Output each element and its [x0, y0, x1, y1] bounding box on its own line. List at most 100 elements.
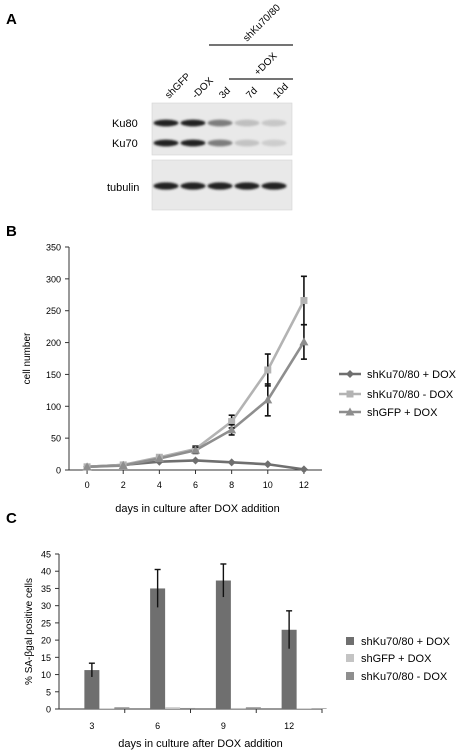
blot-band: [180, 119, 206, 127]
legend-label: shGFP + DOX: [361, 653, 432, 665]
data-point: [346, 370, 354, 378]
data-point: [263, 460, 272, 469]
blot-label-ku70: Ku70: [112, 138, 138, 150]
data-point: [82, 462, 92, 471]
data-point: [227, 458, 236, 467]
blot-band: [180, 139, 206, 147]
blot-band: [153, 182, 179, 190]
y-tick-label: 300: [46, 274, 61, 284]
lane-label: 7d: [244, 85, 260, 101]
dox-label: +DOX: [252, 51, 279, 78]
data-point: [191, 456, 200, 465]
y-tick-label: 150: [46, 370, 61, 380]
x-tick-label: 12: [299, 480, 309, 490]
blot-band: [234, 182, 260, 190]
data-point: [299, 337, 309, 346]
legend-label: shGFP + DOX: [367, 407, 438, 419]
blot-band: [234, 139, 260, 147]
y-tick-label: 45: [41, 550, 51, 560]
series-line: [87, 299, 306, 469]
y-tick-label: 25: [41, 618, 51, 628]
y-tick-label: 0: [56, 466, 61, 476]
x-tick-label: 12: [284, 721, 294, 731]
blot-bands: [153, 119, 287, 190]
panel-c-letter: C: [6, 510, 17, 527]
x-tick-label: 3: [89, 721, 94, 731]
x-tick-label: 0: [85, 480, 90, 490]
y-tick-label: 50: [51, 434, 61, 444]
data-point: [118, 461, 128, 470]
data-point: [300, 297, 308, 305]
bar: [99, 708, 115, 709]
blot-band: [153, 119, 179, 127]
bar: [165, 707, 181, 709]
blot-band: [261, 182, 287, 190]
bar: [245, 707, 261, 709]
bar: [296, 708, 312, 709]
y-tick-label: 10: [41, 670, 51, 680]
bar: [84, 670, 100, 709]
panel-a-letter: A: [6, 11, 17, 28]
bar: [180, 707, 196, 709]
y-tick-label: 100: [46, 402, 61, 412]
blot-band: [207, 139, 233, 147]
blot-band: [153, 139, 179, 147]
bar: [281, 629, 297, 709]
data-point: [228, 418, 236, 426]
x-axis-label: days in culture after DOX addition: [118, 738, 282, 750]
blot-band: [207, 182, 233, 190]
bar: [311, 708, 327, 709]
legend-label: shKu70/80 + DOX: [361, 636, 451, 648]
x-tick-label: 9: [221, 721, 226, 731]
lane-label: shGFP: [163, 71, 193, 101]
legend-label: shKu70/80 + DOX: [367, 369, 457, 381]
bar: [114, 707, 130, 709]
lane-label: -DOX: [190, 75, 216, 101]
lane-labels: shGFP-DOX 3d 7d 10d: [163, 71, 291, 101]
ku-blot: [151, 102, 293, 156]
y-axis-label: % SA-βgal positive cells: [24, 578, 35, 685]
panel-b-letter: B: [6, 223, 17, 240]
bar: [150, 588, 166, 709]
y-tick-label: 200: [46, 338, 61, 348]
data-point: [154, 454, 164, 463]
data-point: [299, 465, 308, 474]
x-tick-label: 6: [155, 721, 160, 731]
shku-group-label: shKu70/80: [241, 2, 283, 44]
x-axis-label: days in culture after DOX addition: [115, 503, 279, 515]
bar-chart: 0 5 10 15 20 25 30 35 40 45 3 6 9 12 % SA-βgal positiv…: [24, 550, 451, 750]
y-tick-label: 350: [46, 243, 61, 253]
blot-band: [207, 119, 233, 127]
x-tick-label: 8: [229, 480, 234, 490]
legend-label: shKu70/80 - DOX: [367, 389, 454, 401]
line-chart: 0 50 100 150 200 250 300 350 0 2 4 6 8 10 12 cell numbe…: [22, 243, 457, 516]
x-tick-label: 4: [157, 480, 162, 490]
data-point: [345, 407, 355, 416]
blot-label-tubulin: tubulin: [107, 182, 139, 194]
blot-band: [180, 182, 206, 190]
lane-label: 3d: [217, 85, 233, 101]
y-tick-label: 0: [46, 705, 51, 715]
legend-swatch: [346, 654, 354, 662]
y-tick-label: 40: [41, 567, 51, 577]
y-tick-label: 15: [41, 653, 51, 663]
bar: [230, 707, 246, 709]
y-axis-label: cell number: [22, 332, 33, 384]
y-tick-label: 250: [46, 306, 61, 316]
legend-swatch: [346, 672, 354, 680]
y-tick-label: 5: [46, 687, 51, 697]
legend-swatch: [346, 637, 354, 645]
data-point: [264, 366, 272, 374]
data-point: [346, 390, 354, 398]
x-tick-label: 6: [193, 480, 198, 490]
data-point: [227, 425, 237, 434]
ku-blot-label-column: Ku80 Ku70 tubulin: [107, 118, 139, 194]
lane-label: 10d: [271, 82, 291, 102]
blot-band: [261, 119, 287, 127]
blot-label-ku80: Ku80: [112, 118, 138, 130]
bar: [215, 580, 231, 709]
y-tick-label: 20: [41, 636, 51, 646]
y-tick-label: 35: [41, 584, 51, 594]
x-tick-label: 10: [263, 480, 273, 490]
